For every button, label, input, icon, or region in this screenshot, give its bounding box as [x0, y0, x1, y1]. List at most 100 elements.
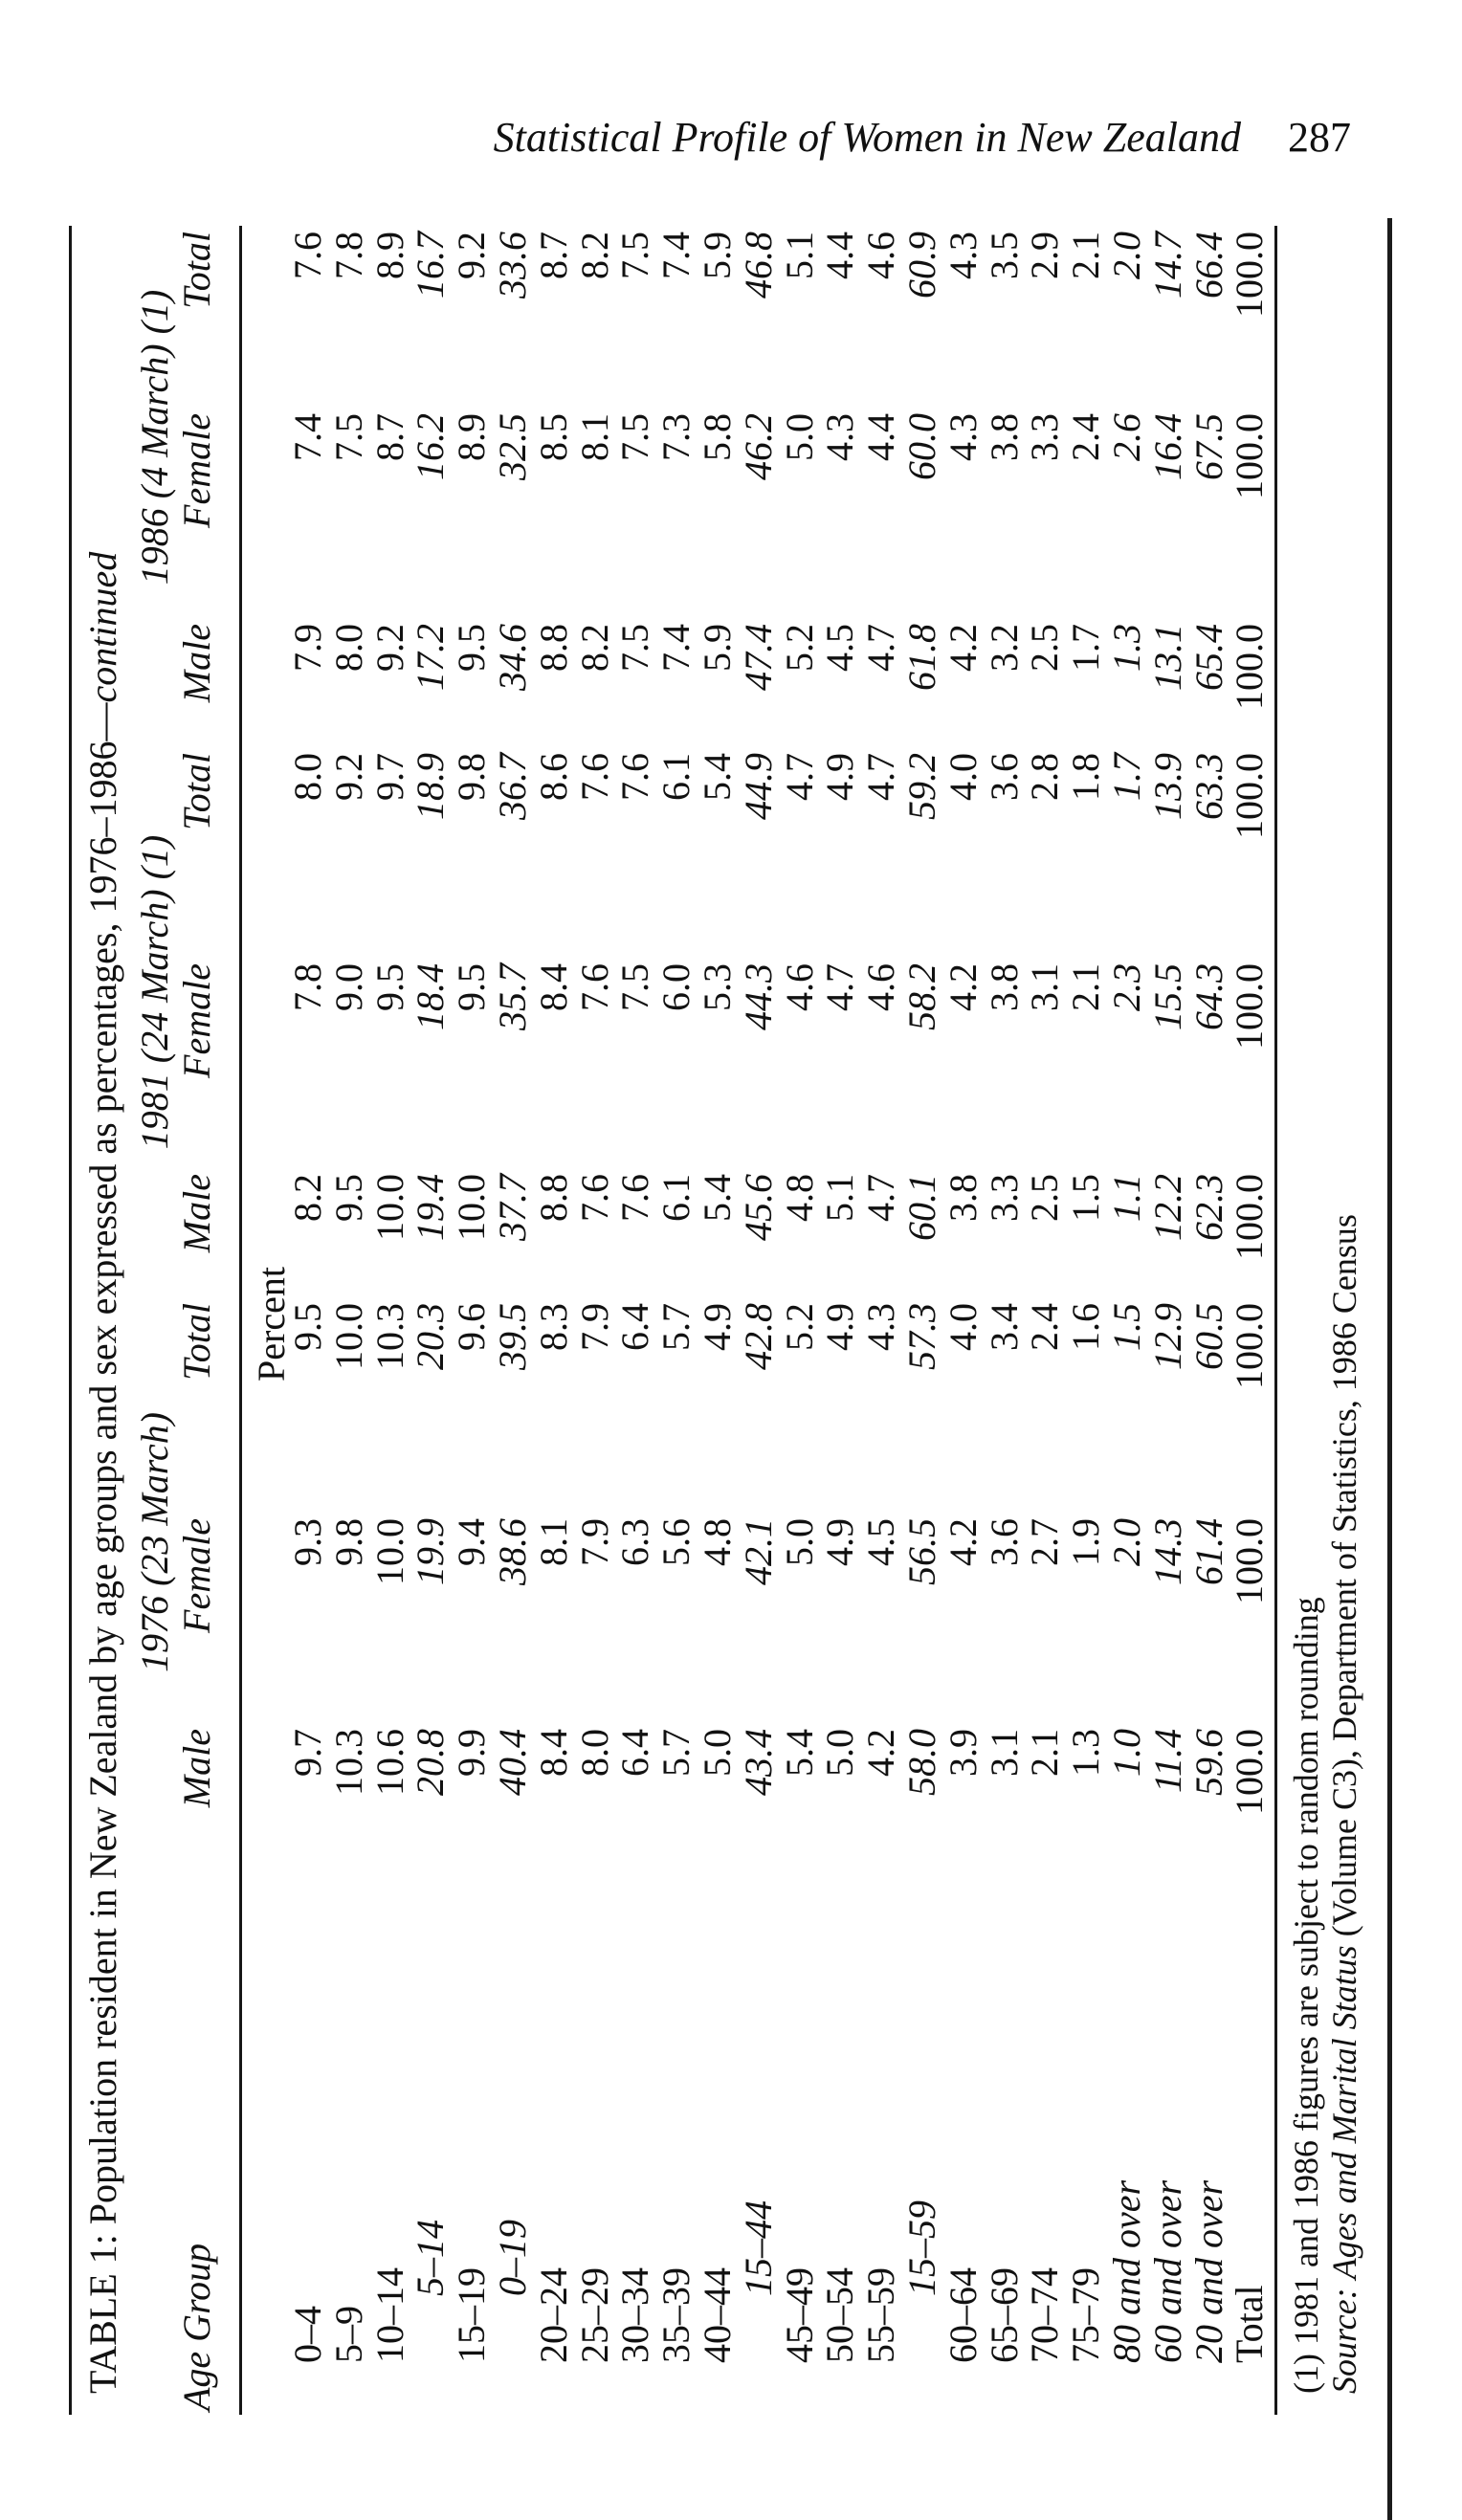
value-cell: 100.0	[1228, 232, 1271, 318]
value-cell: 6.4	[613, 1729, 656, 1777]
value-cell: 9.7	[286, 1729, 329, 1777]
value-cell: 2.5	[1023, 1174, 1066, 1222]
age-group-label: 0–19	[491, 2220, 534, 2296]
value-cell: 7.6	[573, 1174, 616, 1222]
value-cell: 3.1	[1023, 963, 1066, 1011]
value-cell: 18.4	[409, 963, 452, 1030]
value-cell: 7.5	[613, 232, 656, 279]
value-cell: 64.3	[1187, 963, 1230, 1030]
value-cell: 100.0	[1228, 624, 1271, 710]
value-cell: 8.2	[286, 1174, 329, 1222]
value-cell: 4.4	[859, 413, 902, 461]
value-cell: 2.0	[1105, 1518, 1148, 1566]
value-cell: 43.4	[737, 1729, 780, 1796]
column-header: Male	[175, 1729, 218, 1808]
value-cell: 4.3	[818, 413, 861, 461]
value-cell: 1.0	[1105, 1729, 1148, 1777]
age-group-label: 0–4	[286, 2306, 329, 2363]
value-cell: 66.4	[1187, 232, 1230, 298]
value-cell: 4.6	[778, 963, 821, 1011]
value-cell: 3.3	[983, 1174, 1026, 1222]
age-group-label: 55–59	[859, 2267, 902, 2363]
table-top-rule	[69, 226, 72, 2415]
column-header: Female	[175, 963, 218, 1078]
value-cell: 8.1	[532, 1518, 575, 1566]
column-header: Female	[175, 1518, 218, 1633]
value-cell: 59.6	[1187, 1729, 1230, 1796]
value-cell: 2.1	[1064, 963, 1107, 1011]
value-cell: 3.3	[1023, 413, 1066, 461]
value-cell: 3.1	[983, 1729, 1026, 1777]
value-cell: 61.8	[900, 624, 943, 691]
table-title-continued: continued	[81, 551, 124, 703]
value-cell: 2.5	[1023, 624, 1066, 672]
value-cell: 7.4	[286, 413, 329, 461]
age-group-label: 80 and over	[1105, 2179, 1148, 2363]
value-cell: 9.9	[450, 1729, 493, 1777]
value-cell: 8.7	[532, 232, 575, 279]
value-cell: 4.2	[859, 1729, 902, 1777]
age-group-label: 15–44	[737, 2200, 780, 2296]
value-cell: 8.0	[573, 1729, 616, 1777]
value-cell: 46.2	[737, 413, 780, 480]
value-cell: 38.6	[491, 1518, 534, 1585]
value-cell: 16.4	[1146, 413, 1189, 480]
header-rule	[239, 226, 242, 2415]
value-cell: 5.6	[654, 1518, 698, 1566]
value-cell: 9.2	[450, 232, 493, 279]
value-cell: 100.0	[1228, 1174, 1271, 1260]
value-cell: 32.5	[491, 413, 534, 480]
value-cell: 3.9	[941, 1729, 985, 1777]
value-cell: 4.2	[941, 1518, 985, 1566]
value-cell: 5.8	[696, 413, 739, 461]
value-cell: 100.0	[1228, 1729, 1271, 1815]
value-cell: 15.5	[1146, 963, 1189, 1030]
value-cell: 6.1	[654, 1174, 698, 1222]
age-group-label: 5–9	[327, 2306, 370, 2363]
source-rest: (Volume C3), Department of Statistics, 1…	[1325, 1214, 1363, 1946]
age-group-label: 75–79	[1064, 2267, 1107, 2363]
value-cell: 100.0	[1228, 413, 1271, 499]
value-cell: 4.6	[859, 232, 902, 279]
value-cell: 5.0	[818, 1729, 861, 1777]
value-cell: 9.4	[450, 1518, 493, 1566]
value-cell: 4.3	[941, 413, 985, 461]
value-cell: 1.9	[1064, 1518, 1107, 1566]
value-cell: 3.8	[983, 963, 1026, 1011]
value-cell: 7.6	[286, 232, 329, 279]
age-group-label: 70–74	[1023, 2267, 1066, 2363]
value-cell: 8.4	[532, 1729, 575, 1777]
value-cell: 2.1	[1064, 232, 1107, 279]
value-cell: 10.3	[327, 1729, 370, 1796]
value-cell: 10.6	[368, 1729, 411, 1796]
table-title-main: TABLE 1: Population resident in New Zeal…	[81, 702, 124, 2394]
value-cell: 5.4	[778, 1729, 821, 1777]
value-cell: 5.0	[778, 1518, 821, 1566]
value-cell: 47.4	[737, 624, 780, 691]
table-title: TABLE 1: Population resident in New Zeal…	[80, 552, 125, 2394]
value-cell: 4.2	[941, 624, 985, 672]
column-header: Male	[175, 1174, 218, 1253]
value-cell: 5.9	[696, 232, 739, 279]
value-cell: 7.6	[573, 963, 616, 1011]
value-cell: 2.1	[1023, 1729, 1066, 1777]
value-cell: 20.8	[409, 1729, 452, 1796]
age-group-label: 45–49	[778, 2267, 821, 2363]
value-cell: 5.9	[696, 624, 739, 672]
value-cell: 40.4	[491, 1729, 534, 1796]
value-cell: 34.6	[491, 624, 534, 691]
value-cell: 8.8	[532, 624, 575, 672]
page-number: 287	[1288, 114, 1351, 161]
value-cell: 7.5	[613, 624, 656, 672]
value-cell: 4.7	[818, 963, 861, 1011]
age-group-label: 25–29	[573, 2267, 616, 2363]
age-group-label: 15–59	[900, 2200, 943, 2296]
value-cell: 7.9	[286, 624, 329, 672]
value-cell: 9.5	[368, 963, 411, 1011]
age-group-label: 40–44	[696, 2267, 739, 2363]
value-cell: 19.4	[409, 1174, 452, 1241]
value-cell: 9.3	[286, 1518, 329, 1566]
value-cell: 7.4	[654, 232, 698, 279]
value-cell: 1.3	[1105, 624, 1148, 672]
